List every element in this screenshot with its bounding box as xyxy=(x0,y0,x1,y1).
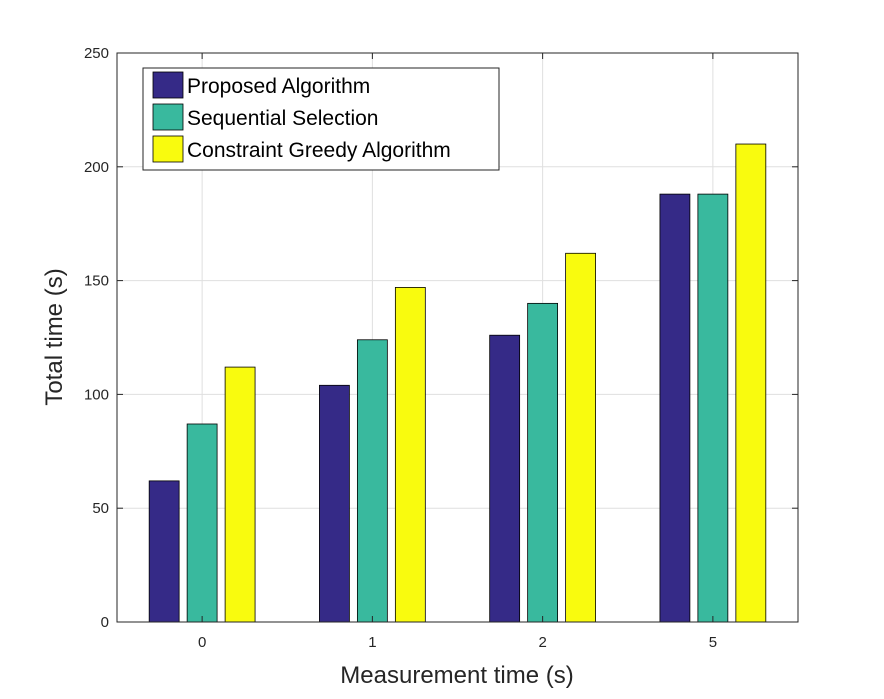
bar xyxy=(319,384,350,623)
x-tick-label: 5 xyxy=(709,634,717,651)
bar xyxy=(527,302,559,623)
x-tick-label: 0 xyxy=(198,634,206,651)
legend-swatch xyxy=(152,103,184,131)
bar xyxy=(489,334,521,623)
legend: Proposed Algorithm Sequential Selection Co… xyxy=(142,67,500,171)
y-tick-label: 150 xyxy=(84,273,109,290)
bar xyxy=(735,143,767,623)
bar xyxy=(659,193,691,623)
bar xyxy=(224,366,256,623)
y-tick-label: 250 xyxy=(84,45,109,62)
legend-label: Proposed Algorithm xyxy=(187,75,370,98)
bar xyxy=(148,480,180,623)
bar xyxy=(697,193,729,623)
legend-label: Constraint Greedy Algorithm xyxy=(187,139,451,162)
legend-label: Sequential Selection xyxy=(187,107,378,130)
bar xyxy=(356,339,388,623)
x-tick-label: 1 xyxy=(368,634,376,651)
bars-group xyxy=(148,143,767,623)
legend-box xyxy=(142,67,500,171)
axis-ticks xyxy=(117,52,798,623)
y-tick-label: 100 xyxy=(84,386,109,403)
bar xyxy=(565,252,596,623)
bar xyxy=(394,287,426,623)
plot-frame xyxy=(116,52,799,623)
x-tick-label: 2 xyxy=(538,634,546,651)
y-tick-label: 0 xyxy=(101,614,109,631)
bar xyxy=(186,423,218,623)
y-tick-label: 200 xyxy=(84,159,109,176)
legend-swatch xyxy=(152,135,184,163)
y-axis-label: Total time (s) xyxy=(41,268,68,405)
x-axis-label: Measurement time (s) xyxy=(340,662,573,689)
legend-swatch xyxy=(152,71,184,99)
y-tick-label: 50 xyxy=(92,500,109,517)
